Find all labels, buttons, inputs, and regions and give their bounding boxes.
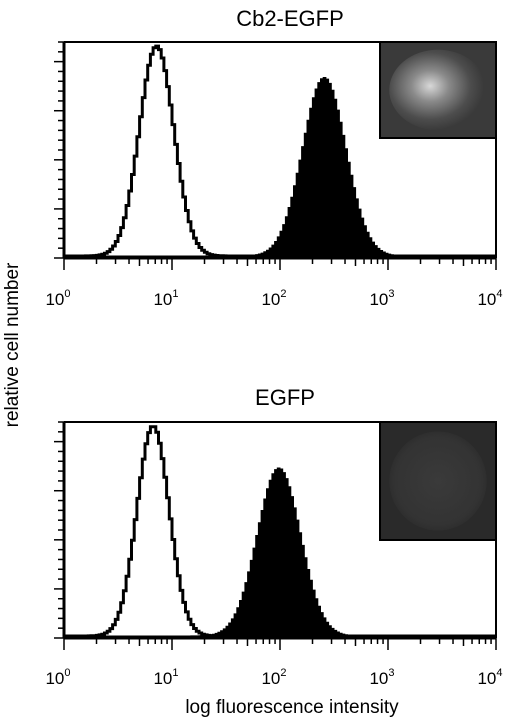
cell-image-inset xyxy=(379,421,497,541)
x-tick-label: 101 xyxy=(153,288,178,309)
x-axis-label: log fluorescence intensity xyxy=(185,697,399,718)
x-tick-labels: 100 101 102 103 104 xyxy=(45,667,502,688)
x-tick-label: 100 xyxy=(45,667,70,688)
x-tick-labels: 100 101 102 103 104 xyxy=(45,288,502,309)
x-tick-label: 103 xyxy=(369,667,394,688)
panel-egfp: EGFP 100 101 102 103 104 xyxy=(45,385,502,688)
panel-title: EGFP xyxy=(255,385,315,410)
panel-cb2-egfp: Cb2-EGFP 100 101 102 103 104 xyxy=(45,6,502,309)
y-axis-label: relative cell number xyxy=(2,262,23,427)
histogram-area xyxy=(64,425,496,638)
panel-title: Cb2-EGFP xyxy=(236,6,344,31)
x-tick-label: 104 xyxy=(477,667,502,688)
x-tick-label: 102 xyxy=(261,667,286,688)
x-tick-label: 103 xyxy=(369,288,394,309)
axis-ticks xyxy=(54,421,497,650)
series-filled xyxy=(64,77,496,257)
histogram-area xyxy=(64,44,496,258)
cell-body xyxy=(389,49,487,131)
x-tick-label: 101 xyxy=(153,667,178,688)
x-tick-label: 100 xyxy=(45,288,70,309)
x-tick-label: 102 xyxy=(261,288,286,309)
cell-body xyxy=(389,431,487,531)
x-tick-label: 104 xyxy=(477,288,502,309)
series-filled xyxy=(64,467,496,637)
cell-image-inset xyxy=(379,41,497,139)
